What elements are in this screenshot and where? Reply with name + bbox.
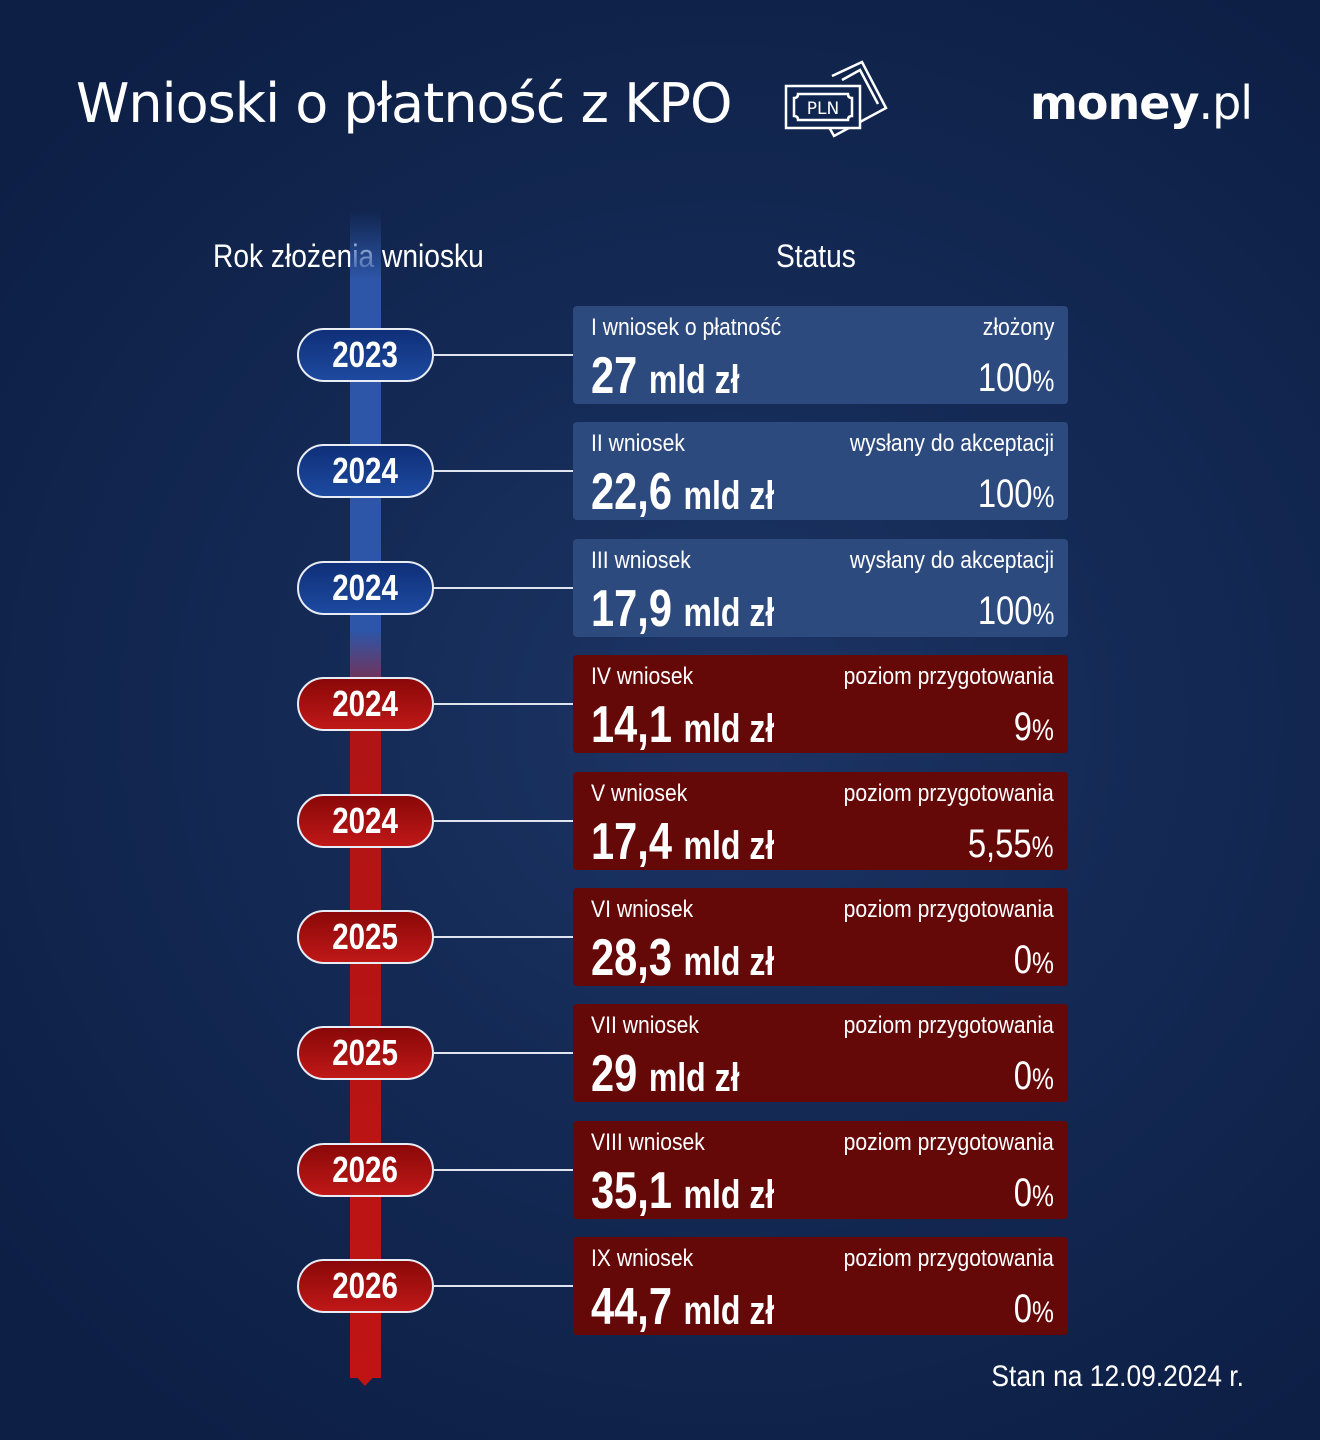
application-status: wysłany do akceptacji [849, 546, 1054, 574]
date-note: Stan na 12.09.2024 r. [991, 1360, 1244, 1393]
application-percent: 0% [1013, 938, 1054, 982]
year-badge: 2024 [297, 677, 434, 732]
application-status: poziom przygotowania [843, 1245, 1054, 1273]
connector-line [434, 819, 574, 822]
application-amount: 22,6 mld zł [591, 463, 775, 522]
application-card: VII wniosek poziom przygotowania 29 mld … [573, 1004, 1068, 1104]
timeline-row: 2024 II wniosek wysłany do akceptacji 22… [0, 422, 1320, 522]
page-title: Wnioski o płatność z KPO [76, 72, 733, 135]
application-percent: 9% [1013, 705, 1054, 750]
timeline-row: 2024 IV wniosek poziom przygotowania 14,… [0, 655, 1320, 755]
svg-text:PLN: PLN [807, 99, 839, 119]
application-amount: 29 mld zł [591, 1045, 740, 1104]
application-percent: 0% [1013, 1287, 1054, 1332]
application-amount: 35,1 mld zł [591, 1161, 775, 1220]
application-status: złożony [982, 314, 1054, 341]
application-card: I wniosek o płatność złożony 27 mld zł 1… [573, 306, 1068, 405]
connector-line [434, 586, 574, 589]
application-amount: 28,3 mld zł [591, 929, 775, 987]
year-badge: 2024 [297, 560, 434, 615]
application-card: IV wniosek poziom przygotowania 14,1 mld… [573, 655, 1068, 755]
application-card: III wniosek wysłany do akceptacji 17,9 m… [573, 538, 1068, 638]
year-badge: 2023 [297, 328, 434, 382]
connector-line [434, 703, 574, 706]
banknote-icon: PLN [784, 60, 888, 138]
application-percent: 0% [1013, 1054, 1054, 1099]
year-badge: 2026 [297, 1259, 434, 1314]
connector-line [434, 1285, 574, 1288]
timeline-row: 2024 V wniosek poziom przygotowania 17,4… [0, 771, 1320, 872]
connector-line [434, 1168, 574, 1171]
column-header-year: Rok złożenia wniosku [213, 238, 484, 274]
application-status: poziom przygotowania [843, 1128, 1054, 1156]
year-badge: 2025 [297, 1026, 434, 1081]
application-name: VI wniosek [591, 896, 694, 923]
timeline-row: 2023 I wniosek o płatność złożony 27 mld… [0, 306, 1320, 406]
application-status: poziom przygotowania [843, 663, 1054, 691]
money-pl-logo: money.pl [1030, 76, 1253, 130]
year-badge: 2024 [297, 444, 434, 499]
application-percent: 100% [977, 356, 1054, 400]
connector-line [434, 354, 574, 356]
timeline-arrow [350, 1370, 380, 1386]
year-badge: 2026 [297, 1142, 434, 1197]
timeline-row: 2026 IX wniosek poziom przygotowania 44,… [0, 1237, 1320, 1337]
application-amount: 44,7 mld zł [591, 1278, 775, 1337]
application-name: VII wniosek [591, 1012, 699, 1040]
application-percent: 100% [977, 588, 1054, 633]
connector-line [434, 936, 574, 938]
application-name: II wniosek [591, 430, 685, 458]
application-name: V wniosek [591, 779, 688, 807]
application-card: VI wniosek poziom przygotowania 28,3 mld… [573, 888, 1068, 987]
application-amount: 14,1 mld zł [591, 696, 775, 755]
application-name: VIII wniosek [591, 1128, 705, 1156]
year-badge: 2024 [297, 793, 434, 848]
timeline-row: 2025 VI wniosek poziom przygotowania 28,… [0, 888, 1320, 988]
timeline-row: 2025 VII wniosek poziom przygotowania 29… [0, 1004, 1320, 1104]
application-name: I wniosek o płatność [591, 314, 782, 341]
application-name: IX wniosek [591, 1245, 694, 1273]
application-card: IX wniosek poziom przygotowania 44,7 mld… [573, 1237, 1068, 1337]
application-name: III wniosek [591, 546, 691, 574]
connector-line [434, 470, 574, 473]
application-percent: 100% [977, 472, 1054, 517]
application-status: poziom przygotowania [843, 896, 1054, 923]
timeline-row: 2026 VIII wniosek poziom przygotowania 3… [0, 1120, 1320, 1221]
application-amount: 17,4 mld zł [591, 812, 775, 871]
application-card: VIII wniosek poziom przygotowania 35,1 m… [573, 1120, 1068, 1220]
application-amount: 17,9 mld zł [591, 579, 775, 638]
application-name: IV wniosek [591, 663, 694, 691]
application-percent: 5,55% [968, 821, 1054, 866]
application-status: wysłany do akceptacji [849, 430, 1054, 458]
year-badge: 2025 [297, 910, 434, 964]
application-amount: 27 mld zł [591, 347, 740, 405]
application-card: V wniosek poziom przygotowania 17,4 mld … [573, 771, 1068, 871]
timeline-row: 2024 III wniosek wysłany do akceptacji 1… [0, 538, 1320, 639]
application-percent: 0% [1013, 1170, 1054, 1215]
column-header-status: Status [776, 238, 856, 274]
connector-line [434, 1052, 574, 1055]
application-status: poziom przygotowania [843, 1012, 1054, 1040]
application-card: II wniosek wysłany do akceptacji 22,6 ml… [573, 422, 1068, 522]
application-status: poziom przygotowania [843, 779, 1054, 807]
